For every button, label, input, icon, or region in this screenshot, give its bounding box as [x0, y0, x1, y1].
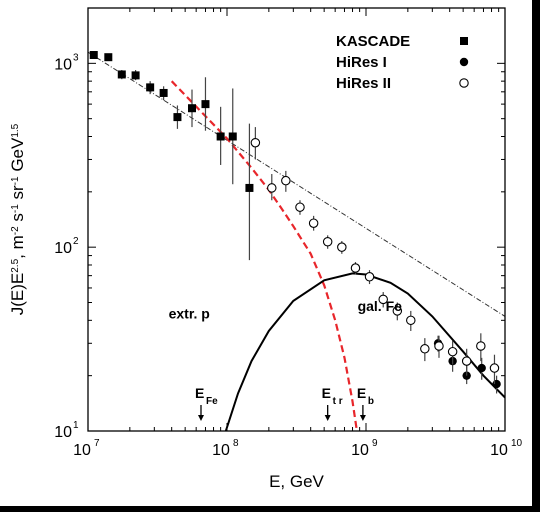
x-tick-label-exponent: 10: [511, 438, 523, 449]
x-tick-label-exponent: 7: [94, 438, 100, 449]
legend-label: KASCADE: [336, 33, 410, 50]
y-tick-label: 10: [54, 424, 72, 441]
legend-label: HiRes II: [336, 75, 391, 92]
y-tick-label: 10: [54, 240, 72, 257]
e-b-label-subscript: b: [368, 396, 374, 407]
y-axis-label-text: J(E)E2.5, m-2 s-1 sr-1 GeV1.5: [8, 123, 27, 315]
hires-ii-point: [364, 272, 375, 282]
hires-ii-point: [392, 306, 403, 316]
e-tr-arrow-head: [324, 415, 331, 421]
e-fe-arrow-head: [197, 415, 204, 421]
hires-ii-point: [378, 294, 388, 305]
hires-ii-point: [406, 315, 416, 326]
kascade-point: [216, 132, 225, 141]
y-axis-label: J(E)E2.5, m-2 s-1 sr-1 GeV1.5: [8, 123, 27, 315]
y-tick-label-exponent: 2: [73, 236, 79, 247]
galactic-iron-line: [224, 272, 505, 431]
power-law-fit-line: [88, 51, 505, 317]
hires-ii-point: [489, 363, 500, 373]
hires-ii-point: [250, 137, 261, 148]
hires-i-point: [492, 379, 501, 389]
e-tr-label: E: [322, 385, 331, 401]
e-b-arrow-head: [359, 415, 366, 421]
chart-legend: KASCADE HiRes I HiRes II: [336, 33, 469, 92]
kascade-point: [173, 113, 182, 122]
hires-ii-point: [281, 175, 291, 186]
kascade-point: [159, 88, 168, 97]
x-axis-label: E, GeV: [269, 472, 324, 491]
kascade-point: [89, 51, 98, 60]
e-fe-label: E: [195, 385, 204, 401]
legend-marker: [459, 57, 469, 67]
chart-curves-layer: [88, 51, 505, 431]
e-b-label: E: [357, 385, 366, 401]
y-tick-label-exponent: 3: [73, 52, 79, 63]
y-tick-label: 10: [54, 56, 72, 73]
legend-marker: [460, 37, 468, 45]
kascade-point: [187, 104, 196, 113]
hires-ii-point: [308, 218, 319, 228]
legend-marker: [459, 78, 469, 88]
kascade-point: [131, 71, 140, 80]
chart-panel: 10 7 10 8 10 9 10 10 10 1 10 2 10 3 extr. p gal. Fe E Fe…: [0, 0, 532, 506]
e-tr-label-subscript: t r: [333, 396, 343, 407]
hires-ii-point: [322, 237, 333, 247]
kascade-point: [146, 83, 155, 92]
kascade-point: [228, 132, 237, 141]
e-fe-label-subscript: Fe: [206, 396, 218, 407]
hires-ii-point: [350, 263, 361, 273]
y-tick-label-exponent: 1: [73, 420, 79, 431]
hires-ii-point: [476, 341, 486, 351]
hires-ii-point: [295, 202, 305, 212]
x-tick-label: 10: [351, 442, 369, 459]
kascade-point: [245, 183, 254, 192]
extragalactic-proton-line: [170, 80, 358, 431]
legend-label: HiRes I: [336, 54, 387, 71]
hires-ii-point: [447, 346, 458, 357]
hires-ii-point: [337, 242, 347, 252]
x-tick-label-exponent: 9: [372, 438, 378, 449]
chart-points-layer: [89, 51, 501, 394]
hires-ii-point: [420, 344, 430, 354]
plot-area-frame: [87, 7, 506, 432]
kascade-point: [117, 70, 126, 79]
x-tick-label: 10: [212, 442, 230, 459]
gal-fe-label: gal. Fe: [358, 298, 403, 314]
kascade-point: [104, 53, 113, 62]
hires-ii-point: [461, 356, 472, 366]
hires-i-point: [477, 363, 486, 373]
hires-ii-point: [267, 183, 277, 193]
kascade-point: [201, 100, 210, 109]
x-tick-label-exponent: 8: [233, 438, 239, 449]
x-tick-label: 10: [73, 442, 91, 459]
extr-p-label: extr. p: [169, 305, 210, 321]
hires-ii-point: [434, 341, 444, 351]
x-tick-label: 10: [490, 442, 508, 459]
